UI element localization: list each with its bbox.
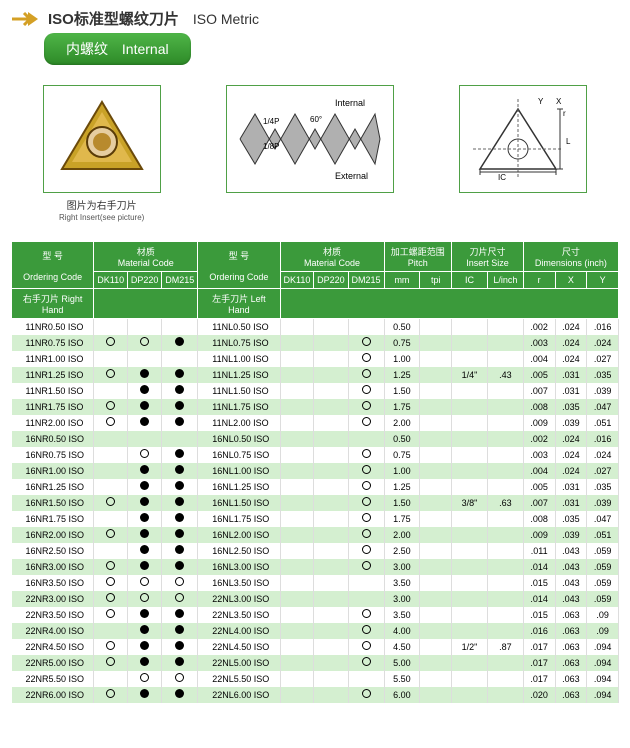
svg-text:1/8P: 1/8P: [263, 142, 279, 151]
table-row: 22NR4.00 ISO22NL4.00 ISO4.00.016.063.09: [12, 623, 619, 639]
table-row: 22NR3.00 ISO22NL3.00 ISO3.00.014.043.059: [12, 591, 619, 607]
table-row: 11NR1.75 ISO11NL1.75 ISO1.75.008.035.047: [12, 399, 619, 415]
th-material: 材质Material Code: [94, 242, 198, 272]
table-row: 22NR4.50 ISO22NL4.50 ISO4.501/2".87.017.…: [12, 639, 619, 655]
table-row: 16NR1.75 ISO16NL1.75 ISO1.75.008.035.047: [12, 511, 619, 527]
svg-text:X: X: [556, 97, 562, 106]
page-header: ISO标准型螺纹刀片 ISO Metric: [0, 0, 630, 33]
badge: 内螺纹 Internal: [44, 33, 191, 65]
table-row: 16NR0.75 ISO16NL0.75 ISO0.75.003.024.024: [12, 447, 619, 463]
table-row: 22NR6.00 ISO22NL6.00 ISO6.00.020.063.094: [12, 687, 619, 703]
table-row: 16NR0.50 ISO16NL0.50 ISO0.50.002.024.016: [12, 431, 619, 447]
thead: 型 号Ordering Code 材质Material Code 型 号Orde…: [12, 242, 619, 319]
svg-text:External: External: [335, 171, 368, 181]
svg-text:Internal: Internal: [335, 98, 365, 108]
caption1: 图片为右手刀片 Right Insert(see picture): [43, 197, 161, 223]
table-row: 11NR1.50 ISO11NL1.50 ISO1.50.007.031.039: [12, 383, 619, 399]
svg-text:60°: 60°: [310, 115, 322, 124]
diagrams-row: 图片为右手刀片 Right Insert(see picture) Intern…: [0, 65, 630, 233]
svg-text:IC: IC: [498, 173, 506, 182]
badge-en: Internal: [122, 41, 169, 57]
th-dim: 尺寸Dimensions (inch): [523, 242, 618, 272]
table-row: 22NR5.00 ISO22NL5.00 ISO5.00.017.063.094: [12, 655, 619, 671]
svg-text:Y: Y: [538, 97, 544, 106]
diagram3: Y X r L IC: [459, 85, 587, 193]
svg-text:1/4P: 1/4P: [263, 117, 279, 126]
arrow-icon: [10, 9, 40, 29]
table-row: 11NR1.25 ISO11NL1.25 ISO1.251/4".43.005.…: [12, 367, 619, 383]
title-en: ISO Metric: [193, 11, 259, 27]
table-row: 16NR3.00 ISO16NL3.00 ISO3.00.014.043.059: [12, 559, 619, 575]
table-row: 16NR2.50 ISO16NL2.50 ISO2.50.011.043.059: [12, 543, 619, 559]
table-row: 11NR0.75 ISO11NL0.75 ISO0.75.003.024.024: [12, 335, 619, 351]
table-row: 16NR1.50 ISO16NL1.50 ISO1.503/8".63.007.…: [12, 495, 619, 511]
th-model: 型 号Ordering Code: [12, 242, 94, 289]
th-material2: 材质Material Code: [280, 242, 384, 272]
th-insert: 刀片尺寸Insert Size: [452, 242, 524, 272]
svg-text:L: L: [566, 137, 571, 146]
table-row: 16NR2.00 ISO16NL2.00 ISO2.00.009.039.051: [12, 527, 619, 543]
badge-cn: 内螺纹: [66, 41, 108, 57]
title-cn: ISO标准型螺纹刀片: [48, 8, 179, 29]
diagram1-wrap: 图片为右手刀片 Right Insert(see picture): [43, 85, 161, 223]
table-row: 16NR1.00 ISO16NL1.00 ISO1.00.004.024.027: [12, 463, 619, 479]
diagram1: [43, 85, 161, 193]
spec-table: 型 号Ordering Code 材质Material Code 型 号Orde…: [11, 241, 619, 703]
tbody: 11NR0.50 ISO11NL0.50 ISO0.50.002.024.016…: [12, 319, 619, 703]
th-model2: 型 号Ordering Code: [198, 242, 280, 289]
th-pitch: 加工螺距范围Pitch: [384, 242, 452, 272]
table-row: 16NR3.50 ISO16NL3.50 ISO3.50.015.043.059: [12, 575, 619, 591]
svg-text:r: r: [563, 109, 566, 118]
table-row: 11NR0.50 ISO11NL0.50 ISO0.50.002.024.016: [12, 319, 619, 335]
badge-row: 内螺纹 Internal: [0, 33, 630, 65]
table-row: 22NR3.50 ISO22NL3.50 ISO3.50.015.063.09: [12, 607, 619, 623]
table-row: 22NR5.50 ISO22NL5.50 ISO5.50.017.063.094: [12, 671, 619, 687]
table-row: 11NR2.00 ISO11NL2.00 ISO2.00.009.039.051: [12, 415, 619, 431]
table-row: 11NR1.00 ISO11NL1.00 ISO1.00.004.024.027: [12, 351, 619, 367]
table-row: 16NR1.25 ISO16NL1.25 ISO1.25.005.031.035: [12, 479, 619, 495]
diagram2: Internal 1/4P 1/8P 60° External: [226, 85, 394, 193]
